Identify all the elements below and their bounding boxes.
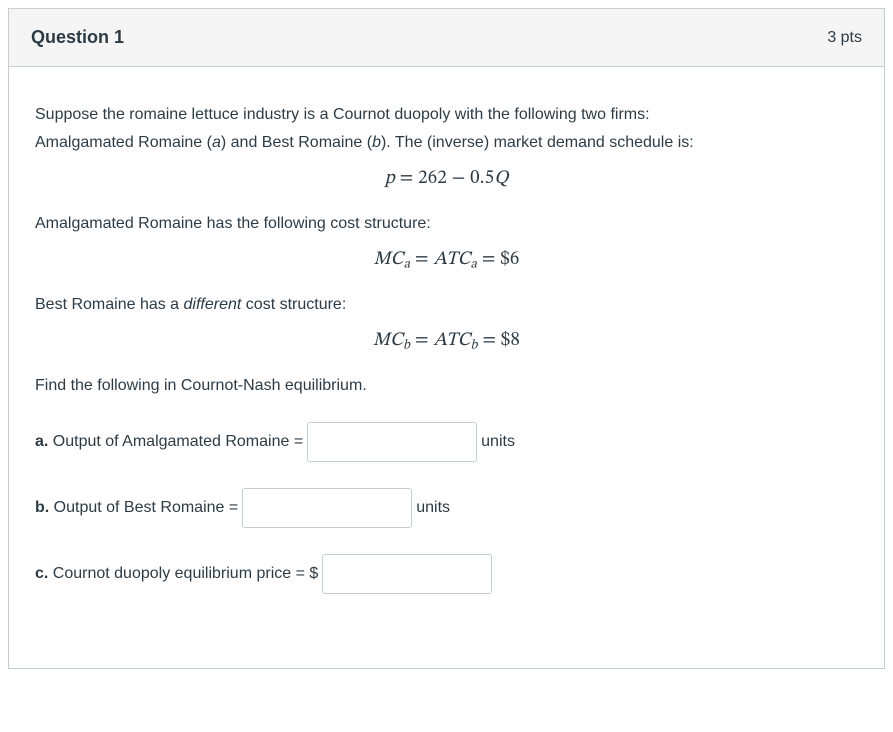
text: Best Romaine has a [35,296,184,313]
text: ). The (inverse) market demand schedule … [381,134,694,151]
part-b-row: b. Output of Best Romaine = units [35,488,858,528]
part-b-label: b. Output of Best Romaine = [35,496,238,520]
input-output-a[interactable] [307,422,477,462]
input-output-b[interactable] [242,488,412,528]
part-b-letter: b. [35,499,49,516]
part-a-label: a. Output of Amalgamated Romaine = [35,430,303,454]
part-a-text: Output of Amalgamated Romaine = [48,433,303,450]
intro-line-2: Amalgamated Romaine (a) and Best Romaine… [35,131,858,155]
intro-line-1: Suppose the romaine lettuce industry is … [35,103,858,127]
subscript-b: b [471,339,478,352]
question-points: 3 pts [827,29,862,47]
question-body: Suppose the romaine lettuce industry is … [9,67,884,668]
question-title: Question 1 [31,27,124,48]
find-line: Find the following in Cournot-Nash equil… [35,374,858,398]
firm-a-symbol: a [212,134,221,151]
part-b-text: Output of Best Romaine = [49,499,238,516]
text: Amalgamated Romaine ( [35,134,212,151]
text: cost structure: [241,296,346,313]
part-b-unit: units [416,496,450,520]
part-a-letter: a. [35,433,48,450]
eq-sign: = [410,331,433,350]
eq-sign: = [410,250,433,269]
atc-symbol: ATC [433,250,470,269]
atc-symbol: ATC [433,331,470,350]
equation-cost-b: MCb = ATCb = $8 [35,327,858,356]
input-price[interactable] [322,554,492,594]
part-a-unit: units [481,430,515,454]
cost-b-intro: Best Romaine has a different cost struct… [35,293,858,317]
part-c-text: Cournot duopoly equilibrium price = $ [48,565,318,582]
part-c-label: c. Cournot duopoly equilibrium price = $ [35,562,318,586]
equation-cost-a: MCa = ATCa = $6 [35,246,858,275]
part-c-letter: c. [35,565,48,582]
part-c-row: c. Cournot duopoly equilibrium price = $ [35,554,858,594]
cost-a-intro: Amalgamated Romaine has the following co… [35,212,858,236]
text: ) and Best Romaine ( [221,134,372,151]
firm-b-symbol: b [372,134,381,151]
rhs: = $8 [478,331,520,350]
mc-symbol: MC [373,250,403,269]
mc-symbol: MC [373,331,403,350]
question-card: Question 1 3 pts Suppose the romaine let… [8,8,885,669]
rhs: = $6 [477,250,519,269]
equation-demand: p = 262 − 0.5Q [35,165,858,194]
emphasis-different: different [184,296,242,313]
question-header: Question 1 3 pts [9,9,884,67]
part-a-row: a. Output of Amalgamated Romaine = units [35,422,858,462]
